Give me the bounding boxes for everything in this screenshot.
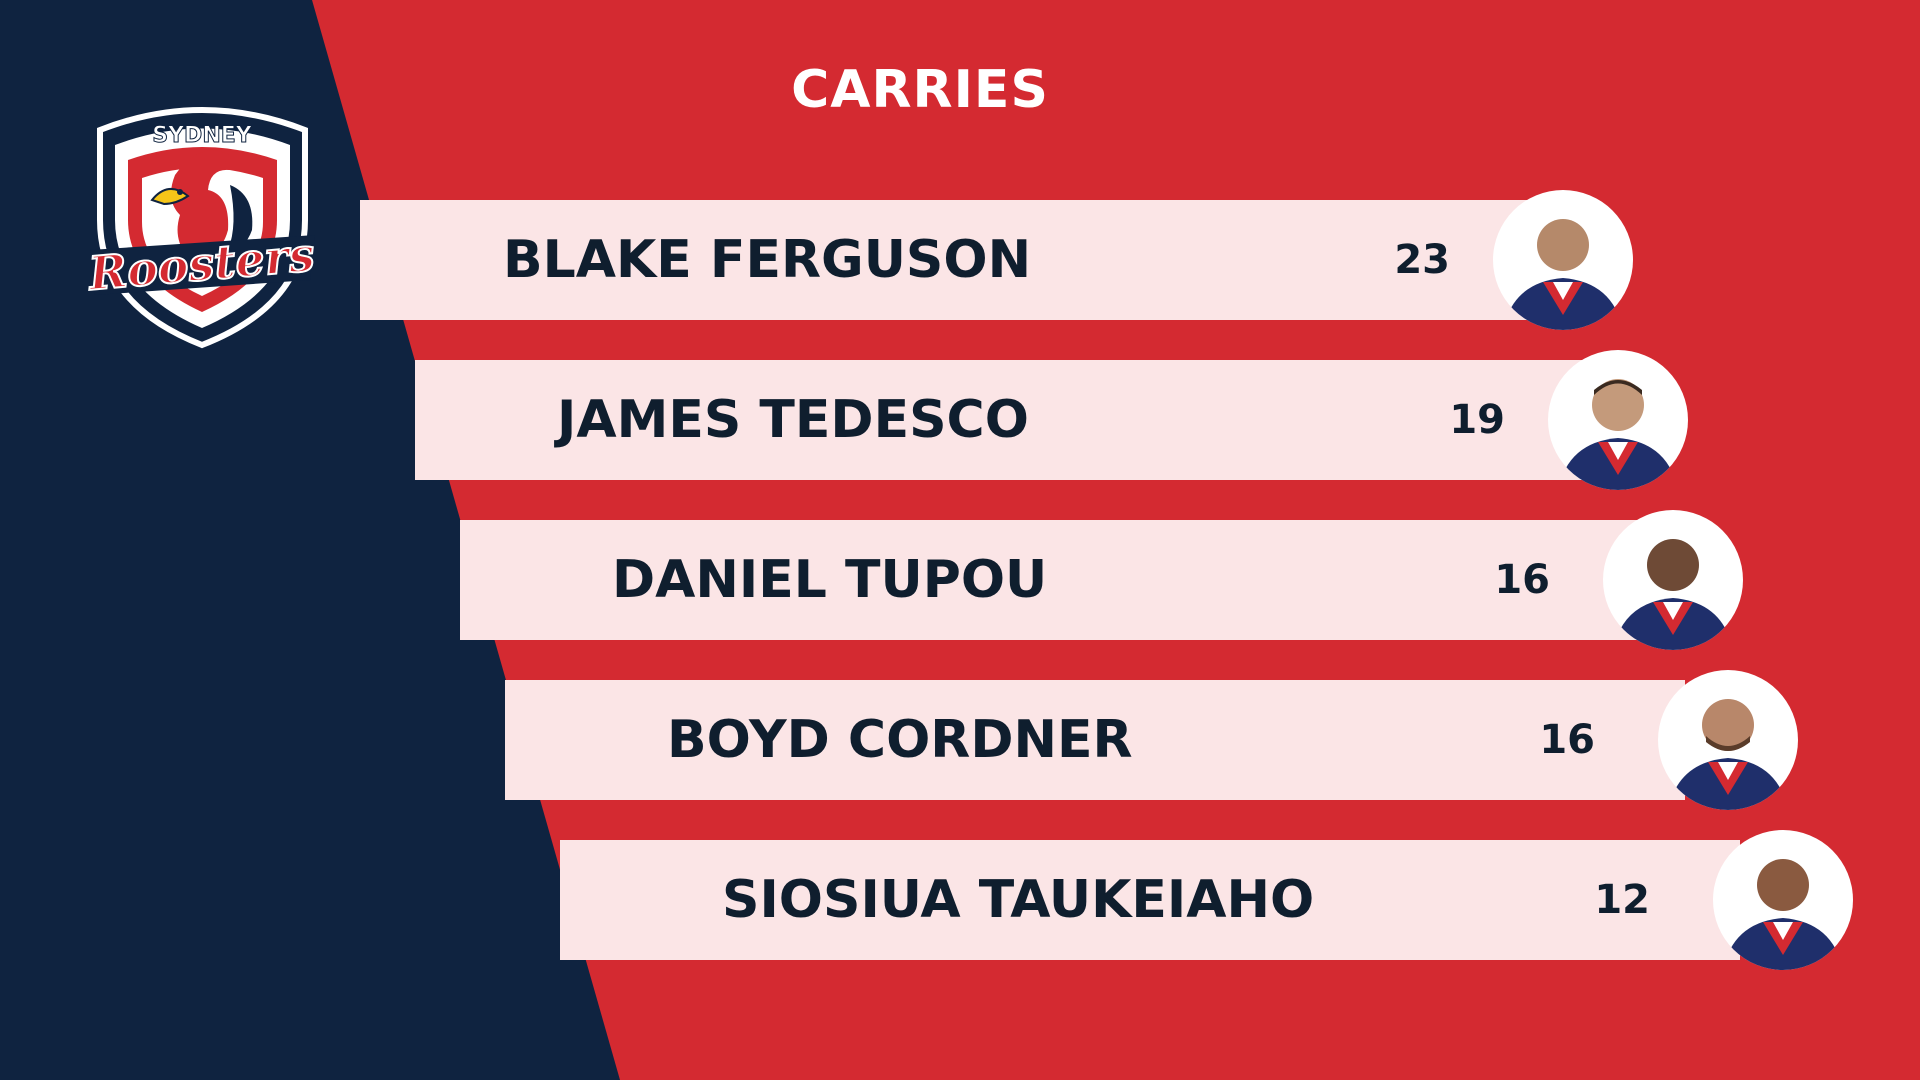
player-value: 12: [1594, 877, 1650, 923]
row-bar: [505, 680, 1685, 800]
player-row: JAMES TEDESCO 19: [415, 350, 1715, 490]
player-name: BOYD CORDNER: [667, 710, 1133, 770]
row-bar: [415, 360, 1595, 480]
player-name: SIOSIUA TAUKEIAHO: [722, 870, 1315, 930]
player-value: 16: [1494, 557, 1550, 603]
row-bar: [560, 840, 1740, 960]
roosters-logo: SYDNEY Roosters: [84, 107, 318, 349]
player-row: BOYD CORDNER 16: [505, 670, 1805, 810]
player-value: 16: [1539, 717, 1595, 763]
player-photo: [1658, 670, 1798, 810]
logo-top-text: SYDNEY: [152, 123, 252, 148]
player-name: JAMES TEDESCO: [557, 390, 1029, 450]
player-value: 23: [1394, 237, 1450, 283]
player-photo: [1493, 190, 1633, 330]
player-row: DANIEL TUPOU 16: [460, 510, 1760, 650]
player-photo: [1713, 830, 1853, 970]
player-photo: [1548, 350, 1688, 490]
player-value: 19: [1449, 397, 1505, 443]
row-bar: [360, 200, 1540, 320]
player-photo: [1603, 510, 1743, 650]
player-row: BLAKE FERGUSON 23: [360, 190, 1660, 330]
page-title: CARRIES: [791, 60, 1049, 120]
player-name: BLAKE FERGUSON: [503, 230, 1032, 290]
row-bar: [460, 520, 1640, 640]
player-row: SIOSIUA TAUKEIAHO 12: [560, 830, 1860, 970]
player-name: DANIEL TUPOU: [612, 550, 1048, 610]
